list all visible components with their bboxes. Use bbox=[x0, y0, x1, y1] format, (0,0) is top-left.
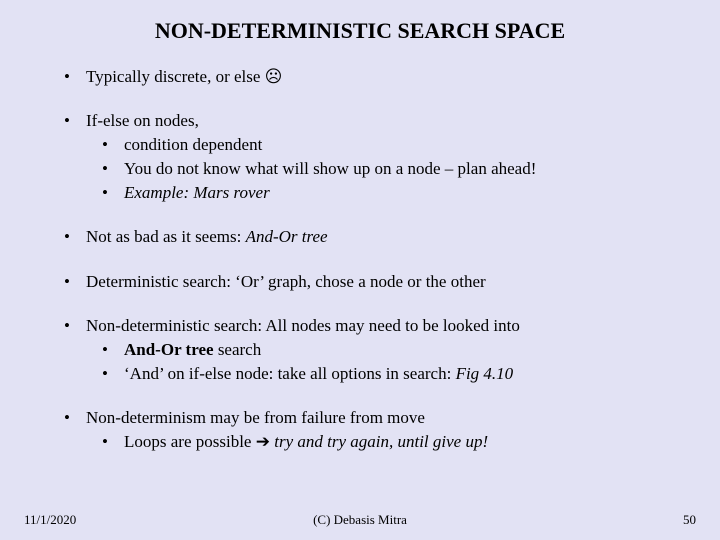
bullet-text-italic: And-Or tree bbox=[246, 227, 328, 246]
sub-bullet-item: Example: Mars rover bbox=[124, 182, 680, 204]
sub-bullet-item: ‘And’ on if-else node: take all options … bbox=[124, 363, 680, 385]
footer-page-number: 50 bbox=[683, 512, 696, 528]
bullet-text: search bbox=[214, 340, 262, 359]
bullet-text: condition dependent bbox=[124, 135, 262, 154]
sub-bullet-item: You do not know what will show up on a n… bbox=[124, 158, 680, 180]
bullet-text: Non-determinism may be from failure from… bbox=[86, 408, 425, 427]
sub-bullet-list: Loops are possible ➔ try and try again, … bbox=[86, 431, 680, 453]
bullet-text-bold: And-Or tree bbox=[124, 340, 214, 359]
sub-bullet-list: condition dependent You do not know what… bbox=[86, 134, 680, 204]
bullet-text: You do not know what will show up on a n… bbox=[124, 159, 536, 178]
sub-bullet-item: Loops are possible ➔ try and try again, … bbox=[124, 431, 680, 453]
bullet-text-italic: try and try again, until give up! bbox=[274, 432, 488, 451]
bullet-text: Loops are possible ➔ bbox=[124, 432, 274, 451]
bullet-item: Not as bad as it seems: And-Or tree bbox=[86, 226, 680, 248]
bullet-text: Example: Mars rover bbox=[124, 183, 270, 202]
bullet-text: Deterministic search: ‘Or’ graph, chose … bbox=[86, 272, 486, 291]
slide: NON-DETERMINISTIC SEARCH SPACE Typically… bbox=[0, 0, 720, 540]
sub-bullet-item: condition dependent bbox=[124, 134, 680, 156]
bullet-item: If-else on nodes, condition dependent Yo… bbox=[86, 110, 680, 204]
bullet-item: Non-deterministic search: All nodes may … bbox=[86, 315, 680, 385]
bullet-item: Typically discrete, or else ☹ bbox=[86, 66, 680, 88]
bullet-text: Typically discrete, or else ☹ bbox=[86, 67, 282, 86]
bullet-item: Deterministic search: ‘Or’ graph, chose … bbox=[86, 271, 680, 293]
bullet-text: Not as bad as it seems: bbox=[86, 227, 246, 246]
bullet-text: If-else on nodes, bbox=[86, 111, 199, 130]
bullet-list: Typically discrete, or else ☹ If-else on… bbox=[40, 66, 680, 453]
slide-title: NON-DETERMINISTIC SEARCH SPACE bbox=[40, 18, 680, 44]
sub-bullet-list: And-Or tree search ‘And’ on if-else node… bbox=[86, 339, 680, 385]
footer-copyright: (C) Debasis Mitra bbox=[0, 512, 720, 528]
bullet-text: Non-deterministic search: All nodes may … bbox=[86, 316, 520, 335]
bullet-text-italic: Fig 4.10 bbox=[456, 364, 514, 383]
bullet-text: ‘And’ on if-else node: take all options … bbox=[124, 364, 456, 383]
bullet-item: Non-determinism may be from failure from… bbox=[86, 407, 680, 453]
sub-bullet-item: And-Or tree search bbox=[124, 339, 680, 361]
